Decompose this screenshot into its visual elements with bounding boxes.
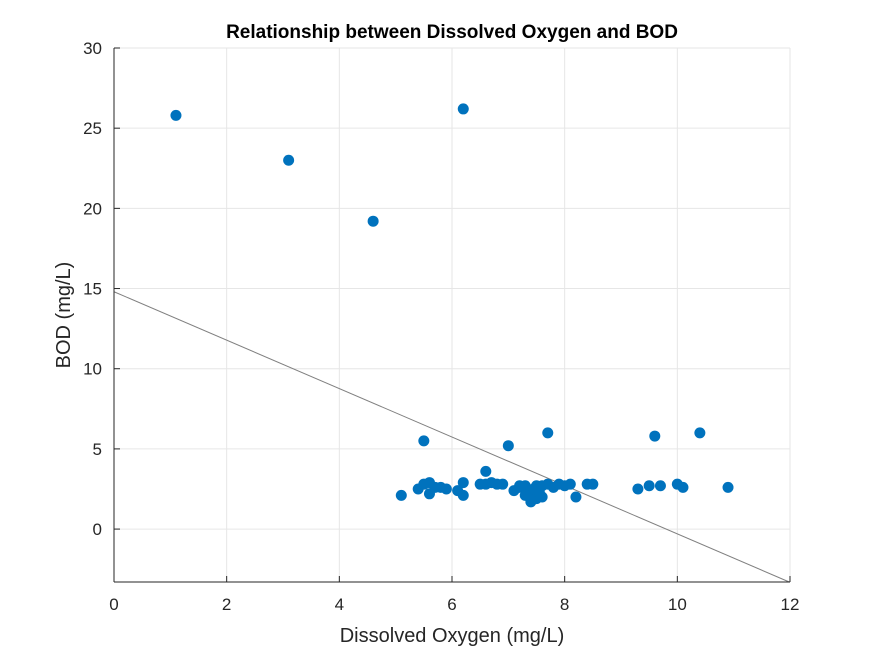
data-point bbox=[457, 103, 469, 115]
data-point bbox=[480, 465, 492, 477]
y-tick-label: 25 bbox=[83, 119, 102, 138]
data-point bbox=[722, 481, 734, 493]
data-point bbox=[677, 481, 689, 493]
x-tick-label: 10 bbox=[668, 595, 687, 614]
x-tick-label: 12 bbox=[781, 595, 800, 614]
y-tick-label: 10 bbox=[83, 360, 102, 379]
x-tick-label: 0 bbox=[109, 595, 118, 614]
data-point bbox=[395, 489, 407, 501]
x-tick-label: 6 bbox=[447, 595, 456, 614]
tick-labels: 0 2 4 6 8 10 12 0 5 10 15 20 25 30 bbox=[83, 39, 799, 614]
data-point bbox=[418, 435, 430, 447]
x-tick-label: 8 bbox=[560, 595, 569, 614]
data-point bbox=[514, 481, 526, 493]
y-tick-label: 15 bbox=[83, 280, 102, 299]
x-tick-label: 2 bbox=[222, 595, 231, 614]
fit-line bbox=[113, 291, 790, 583]
data-point bbox=[440, 483, 452, 495]
data-points bbox=[170, 103, 734, 508]
grid bbox=[113, 47, 791, 582]
y-tick-label: 5 bbox=[93, 440, 102, 459]
data-point bbox=[632, 483, 644, 495]
fit-line-layer bbox=[113, 291, 790, 583]
x-axis-label: Dissolved Oxygen (mg/L) bbox=[340, 625, 565, 647]
y-tick-label: 30 bbox=[83, 39, 102, 58]
data-point bbox=[533, 486, 545, 498]
data-point bbox=[694, 427, 706, 439]
data-point bbox=[564, 478, 576, 490]
data-point bbox=[502, 440, 514, 452]
chart-title: Relationship between Dissolved Oxygen an… bbox=[226, 22, 678, 43]
y-axis-label: BOD (mg/L) bbox=[53, 262, 75, 369]
data-point bbox=[457, 477, 469, 489]
axes bbox=[113, 47, 791, 583]
data-point bbox=[170, 109, 182, 121]
data-point bbox=[654, 480, 666, 492]
y-tick-label: 0 bbox=[93, 520, 102, 539]
data-point bbox=[643, 480, 655, 492]
y-tick-label: 20 bbox=[83, 199, 102, 218]
data-point bbox=[587, 478, 599, 490]
data-point bbox=[570, 491, 582, 503]
x-tick-label: 4 bbox=[335, 595, 344, 614]
data-point bbox=[542, 427, 554, 439]
data-point bbox=[429, 481, 441, 493]
data-point bbox=[649, 430, 661, 442]
data-point bbox=[367, 215, 379, 227]
data-point bbox=[283, 154, 295, 166]
data-point bbox=[497, 478, 509, 490]
data-point bbox=[457, 489, 469, 501]
